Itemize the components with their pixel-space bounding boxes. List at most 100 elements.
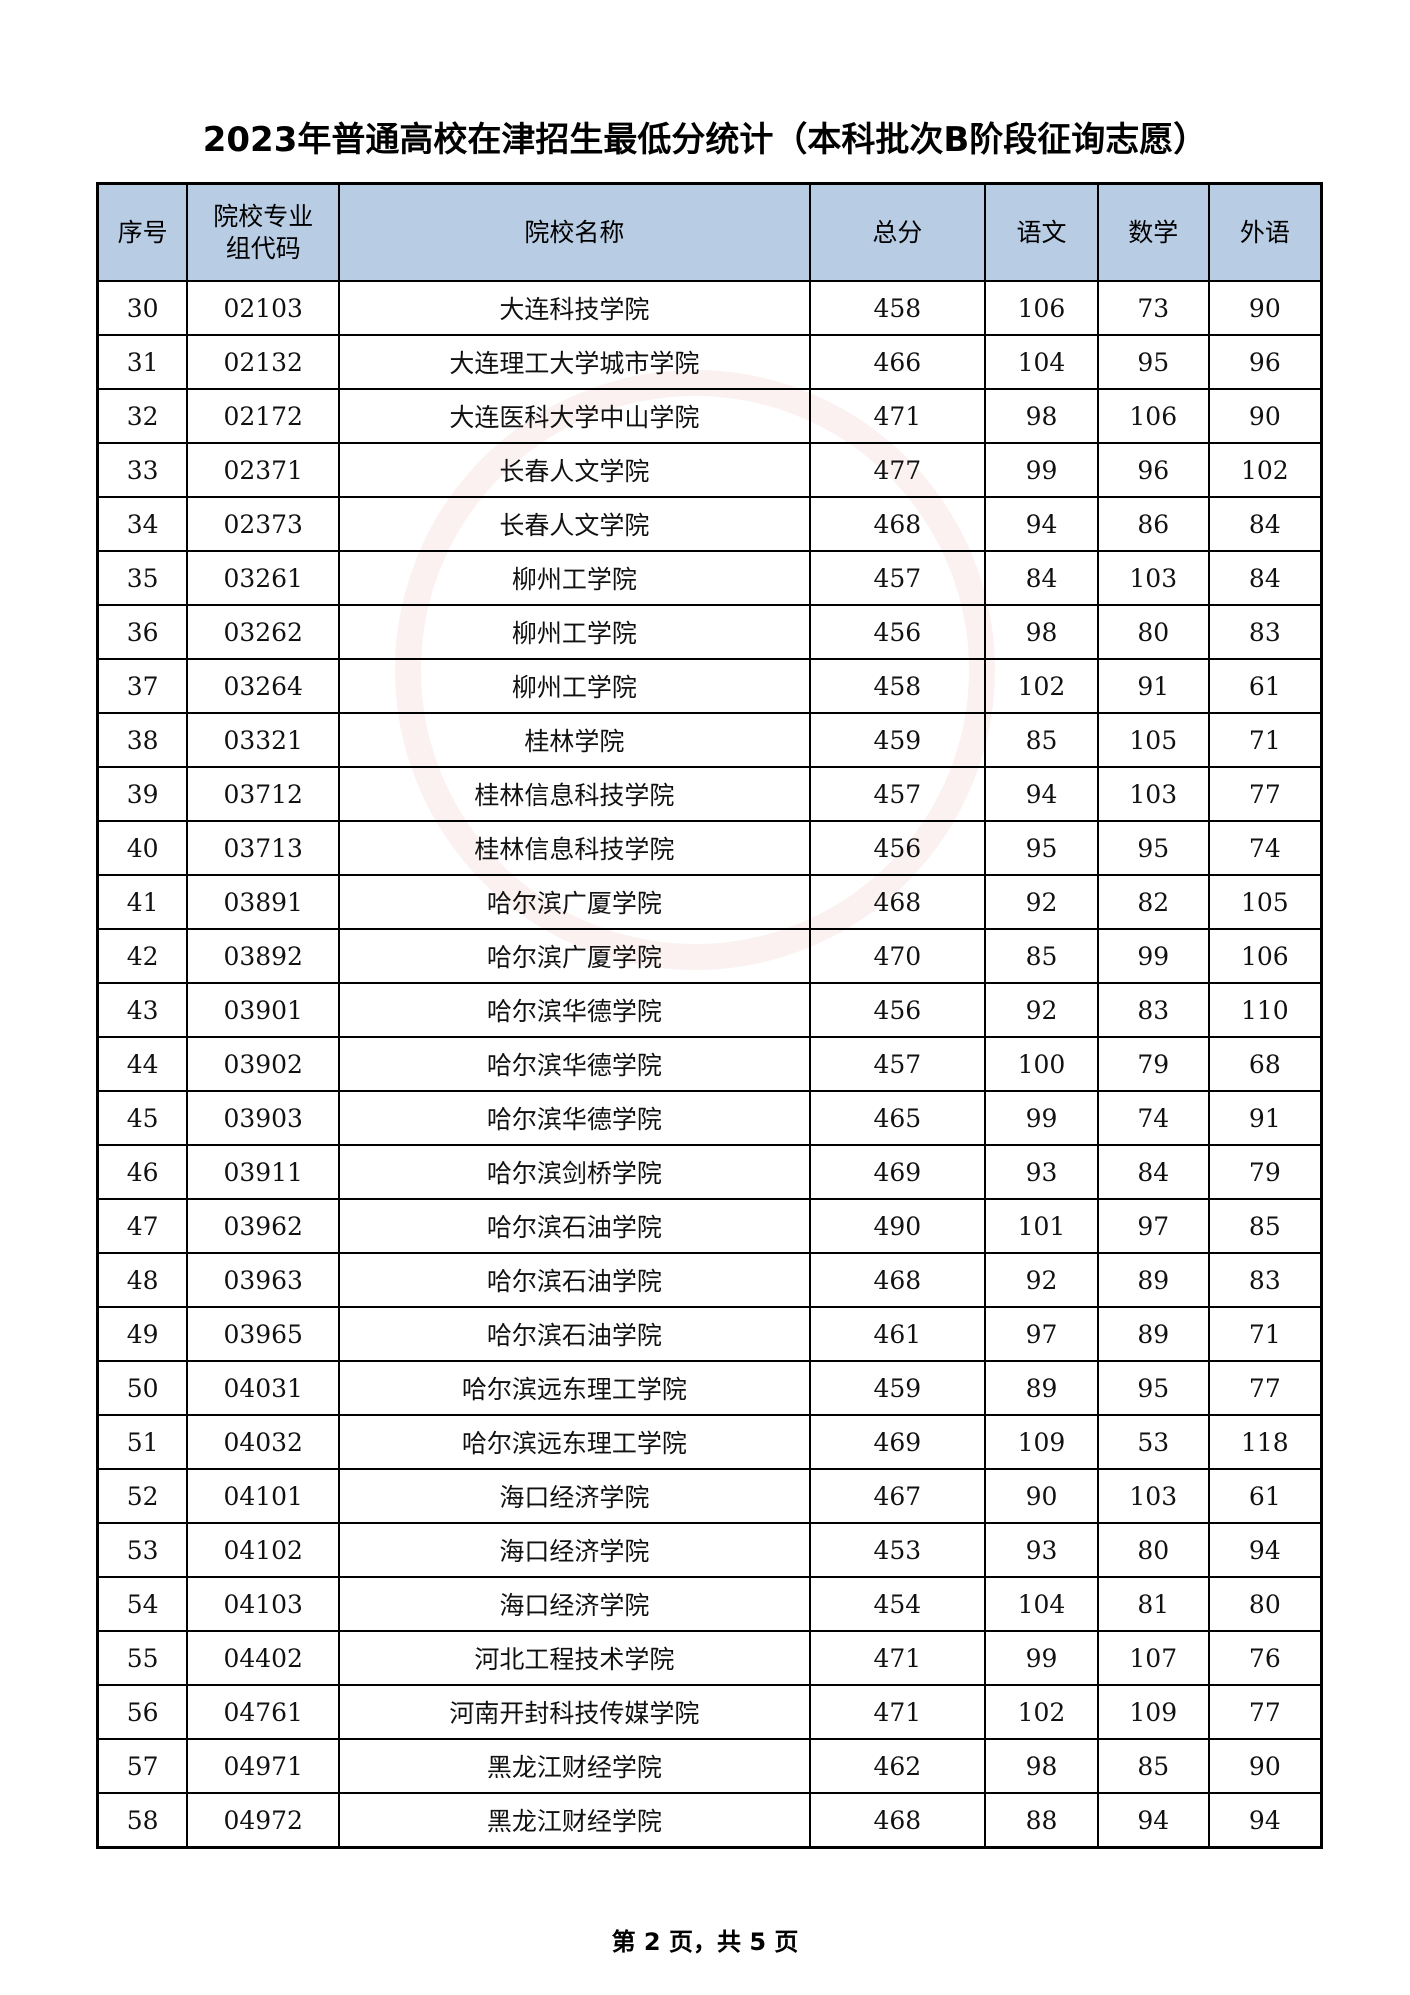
cell-chinese: 94 — [984, 766, 1099, 822]
cell-chinese: 93 — [984, 1522, 1099, 1578]
cell-foreign: 90 — [1207, 1738, 1323, 1794]
table-row: 47 03962 哈尔滨石油学院 490 101 97 85 — [96, 1198, 1323, 1254]
cell-school: 海口经济学院 — [338, 1522, 811, 1578]
cell-code: 04101 — [186, 1468, 341, 1524]
cell-chinese: 101 — [984, 1198, 1099, 1254]
cell-school: 哈尔滨华德学院 — [338, 1090, 811, 1146]
table-row: 46 03911 哈尔滨剑桥学院 469 93 84 79 — [96, 1144, 1323, 1200]
header-total: 总分 — [808, 182, 987, 282]
cell-school: 柳州工学院 — [338, 604, 811, 660]
cell-chinese: 88 — [984, 1792, 1099, 1849]
table-row: 51 04032 哈尔滨远东理工学院 469 109 53 118 — [96, 1414, 1323, 1470]
page-number: 第 2 页，共 5 页 — [611, 1928, 799, 1956]
cell-index: 48 — [96, 1252, 189, 1308]
cell-total: 468 — [808, 874, 987, 930]
cell-total: 459 — [808, 1360, 987, 1416]
cell-foreign: 84 — [1207, 496, 1323, 552]
cell-total: 471 — [808, 1630, 987, 1686]
cell-math: 74 — [1096, 1090, 1210, 1146]
cell-math: 53 — [1096, 1414, 1210, 1470]
cell-math: 97 — [1096, 1198, 1210, 1254]
table-row: 54 04103 海口经济学院 454 104 81 80 — [96, 1576, 1323, 1632]
cell-foreign: 76 — [1207, 1630, 1323, 1686]
cell-total: 468 — [808, 496, 987, 552]
cell-total: 468 — [808, 1792, 987, 1849]
cell-total: 456 — [808, 604, 987, 660]
cell-foreign: 106 — [1207, 928, 1323, 984]
cell-total: 457 — [808, 550, 987, 606]
cell-school: 海口经济学院 — [338, 1576, 811, 1632]
cell-foreign: 110 — [1207, 982, 1323, 1038]
table-row: 42 03892 哈尔滨广厦学院 470 85 99 106 — [96, 928, 1323, 984]
cell-foreign: 77 — [1207, 1684, 1323, 1740]
cell-foreign: 91 — [1207, 1090, 1323, 1146]
cell-chinese: 92 — [984, 1252, 1099, 1308]
table-row: 45 03903 哈尔滨华德学院 465 99 74 91 — [96, 1090, 1323, 1146]
cell-total: 468 — [808, 1252, 987, 1308]
cell-chinese: 106 — [984, 280, 1099, 336]
table-row: 57 04971 黑龙江财经学院 462 98 85 90 — [96, 1738, 1323, 1794]
cell-index: 54 — [96, 1576, 189, 1632]
cell-total: 456 — [808, 982, 987, 1038]
cell-math: 89 — [1096, 1306, 1210, 1362]
cell-chinese: 102 — [984, 1684, 1099, 1740]
header-school: 院校名称 — [338, 182, 811, 282]
cell-index: 42 — [96, 928, 189, 984]
cell-math: 103 — [1096, 1468, 1210, 1524]
cell-code: 04032 — [186, 1414, 341, 1470]
table-row: 31 02132 大连理工大学城市学院 466 104 95 96 — [96, 334, 1323, 390]
cell-foreign: 118 — [1207, 1414, 1323, 1470]
table-header-row: 序号 院校专业组代码 院校名称 总分 语文 数学 外语 — [96, 182, 1323, 282]
cell-math: 89 — [1096, 1252, 1210, 1308]
cell-school: 大连理工大学城市学院 — [338, 334, 811, 390]
cell-total: 470 — [808, 928, 987, 984]
cell-school: 哈尔滨华德学院 — [338, 1036, 811, 1092]
cell-math: 86 — [1096, 496, 1210, 552]
cell-foreign: 77 — [1207, 1360, 1323, 1416]
cell-school: 河北工程技术学院 — [338, 1630, 811, 1686]
cell-code: 03901 — [186, 982, 341, 1038]
cell-foreign: 71 — [1207, 1306, 1323, 1362]
cell-foreign: 77 — [1207, 766, 1323, 822]
table-row: 55 04402 河北工程技术学院 471 99 107 76 — [96, 1630, 1323, 1686]
cell-index: 47 — [96, 1198, 189, 1254]
cell-foreign: 79 — [1207, 1144, 1323, 1200]
cell-total: 469 — [808, 1144, 987, 1200]
cell-total: 453 — [808, 1522, 987, 1578]
cell-total: 454 — [808, 1576, 987, 1632]
cell-code: 04402 — [186, 1630, 341, 1686]
cell-total: 471 — [808, 388, 987, 444]
cell-code: 03261 — [186, 550, 341, 606]
cell-index: 32 — [96, 388, 189, 444]
table-row: 50 04031 哈尔滨远东理工学院 459 89 95 77 — [96, 1360, 1323, 1416]
cell-index: 56 — [96, 1684, 189, 1740]
cell-math: 95 — [1096, 1360, 1210, 1416]
cell-total: 459 — [808, 712, 987, 768]
cell-total: 469 — [808, 1414, 987, 1470]
cell-math: 84 — [1096, 1144, 1210, 1200]
cell-chinese: 102 — [984, 658, 1099, 714]
cell-index: 34 — [96, 496, 189, 552]
cell-math: 99 — [1096, 928, 1210, 984]
cell-school: 长春人文学院 — [338, 496, 811, 552]
cell-math: 103 — [1096, 550, 1210, 606]
cell-chinese: 98 — [984, 388, 1099, 444]
table-row: 32 02172 大连医科大学中山学院 471 98 106 90 — [96, 388, 1323, 444]
cell-index: 36 — [96, 604, 189, 660]
header-code: 院校专业组代码 — [186, 182, 341, 282]
cell-total: 457 — [808, 1036, 987, 1092]
table-row: 56 04761 河南开封科技传媒学院 471 102 109 77 — [96, 1684, 1323, 1740]
cell-code: 02373 — [186, 496, 341, 552]
table-row: 41 03891 哈尔滨广厦学院 468 92 82 105 — [96, 874, 1323, 930]
cell-index: 40 — [96, 820, 189, 876]
cell-chinese: 90 — [984, 1468, 1099, 1524]
cell-foreign: 94 — [1207, 1522, 1323, 1578]
cell-math: 109 — [1096, 1684, 1210, 1740]
cell-foreign: 74 — [1207, 820, 1323, 876]
cell-chinese: 99 — [984, 1630, 1099, 1686]
cell-math: 80 — [1096, 1522, 1210, 1578]
cell-foreign: 61 — [1207, 658, 1323, 714]
cell-chinese: 104 — [984, 1576, 1099, 1632]
cell-code: 03911 — [186, 1144, 341, 1200]
